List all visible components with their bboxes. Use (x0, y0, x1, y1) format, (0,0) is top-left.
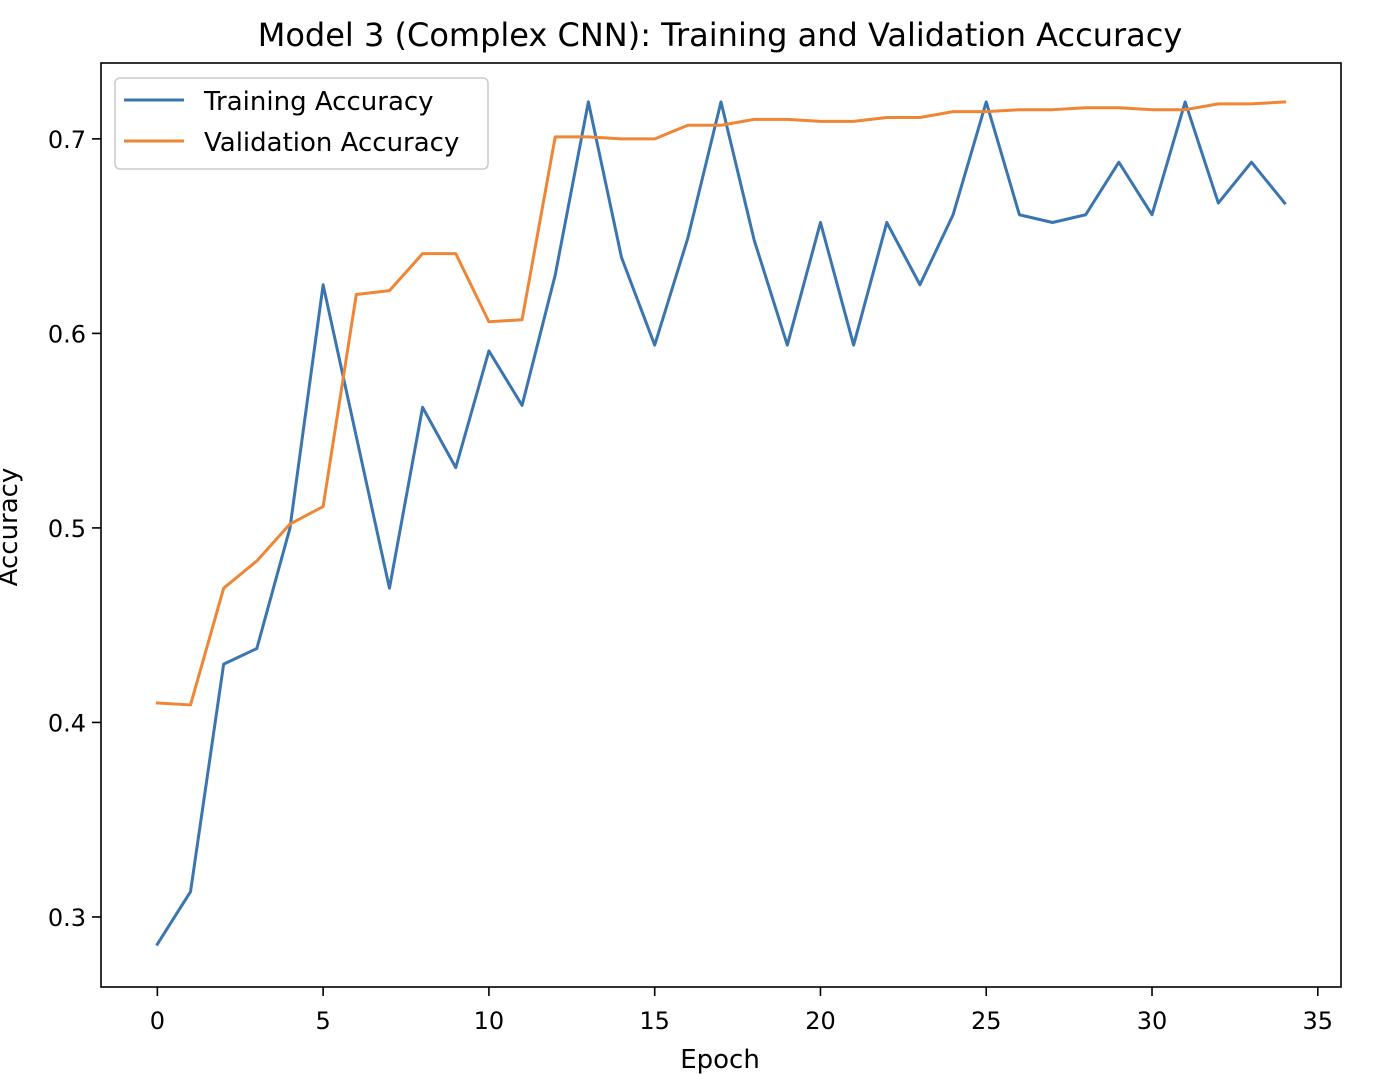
x-tick-label: 30 (1137, 1007, 1168, 1035)
training-accuracy-line (155, 100, 1287, 947)
legend-label-training: Training Accuracy (203, 87, 434, 117)
legend-label-validation: Validation Accuracy (204, 128, 459, 158)
x-tick-label: 20 (805, 1007, 836, 1035)
chart-title: Model 3 (Complex CNN): Training and Vali… (258, 16, 1183, 54)
plot-area-frame (100, 62, 1342, 988)
y-tick-label: 0.4 (48, 709, 86, 737)
x-tick-label: 25 (971, 1007, 1002, 1035)
x-axis-ticks: 0 5 10 15 20 25 30 35 (150, 987, 1333, 1035)
legend-box (114, 77, 489, 170)
x-tick-label: 10 (474, 1007, 505, 1035)
x-tick-label: 35 (1303, 1007, 1334, 1035)
validation-accuracy-line (155, 100, 1287, 707)
x-tick-label: 15 (639, 1007, 670, 1035)
y-tick-label: 0.3 (48, 904, 86, 932)
x-tick-label: 0 (150, 1007, 165, 1035)
y-axis-label: Accuracy (0, 468, 24, 587)
y-axis-ticks: 0.3 0.4 0.5 0.6 0.7 (48, 126, 101, 932)
legend: Training Accuracy Validation Accuracy (114, 77, 489, 170)
x-axis-label: Epoch (680, 1045, 760, 1074)
y-tick-label: 0.6 (48, 320, 86, 348)
y-tick-label: 0.5 (48, 515, 86, 543)
x-tick-label: 5 (315, 1007, 330, 1035)
y-tick-label: 0.7 (48, 126, 86, 154)
series-lines (155, 100, 1287, 947)
